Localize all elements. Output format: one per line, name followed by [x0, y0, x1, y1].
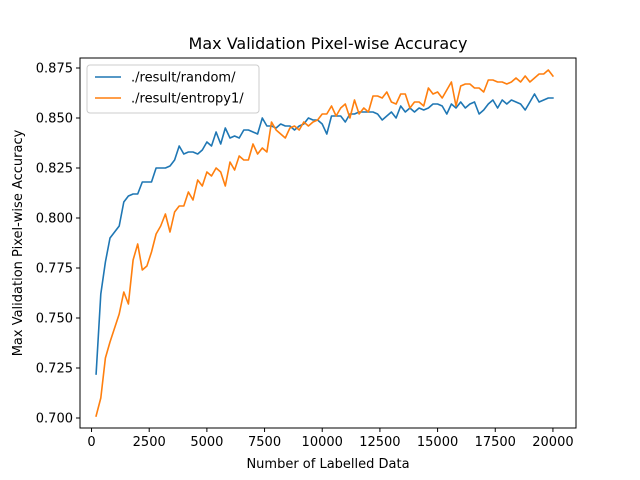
y-tick-label: 0.750: [36, 312, 73, 327]
y-axis: 0.700 0.725 0.750 0.775 0.800 0.825 0.850 0.875: [36, 62, 80, 427]
legend-box: [86, 64, 260, 114]
legend-label-1: ./result/random/: [131, 71, 236, 86]
y-tick-label: 0.875: [36, 62, 73, 77]
x-axis-label: Number of Labelled Data: [246, 457, 409, 472]
x-axis: 0 2500 5000 7500 10000 12500 15000 17500 20000: [87, 428, 574, 450]
y-tick-label: 0.725: [36, 362, 73, 377]
plot-frame: [79, 57, 577, 429]
legend-label-2: ./result/entropy1/: [131, 92, 244, 107]
x-tick-label: 2500: [133, 435, 166, 450]
x-tick-label: 7500: [248, 435, 281, 450]
y-tick-label: 0.700: [36, 412, 73, 427]
y-tick-label: 0.825: [36, 162, 73, 177]
y-axis-label: Max Validation Pixel-wise Accuracy: [11, 129, 26, 356]
x-tick-label: 0: [87, 435, 95, 450]
y-tick-label: 0.850: [36, 112, 73, 127]
x-tick-label: 15000: [417, 435, 458, 450]
series-line-1: [95, 93, 554, 375]
chart-title: Max Validation Pixel-wise Accuracy: [189, 34, 468, 53]
legend: ./result/random/ ./result/entropy1/: [86, 64, 260, 114]
y-tick-label: 0.800: [36, 212, 73, 227]
x-tick-label: 17500: [475, 435, 516, 450]
x-tick-label: 5000: [190, 435, 223, 450]
x-tick-label: 20000: [532, 435, 573, 450]
x-tick-label: 12500: [359, 435, 400, 450]
x-tick-label: 10000: [302, 435, 343, 450]
plot-marks: [95, 69, 555, 417]
y-tick-label: 0.775: [36, 262, 73, 277]
series-line-2: [95, 69, 555, 417]
